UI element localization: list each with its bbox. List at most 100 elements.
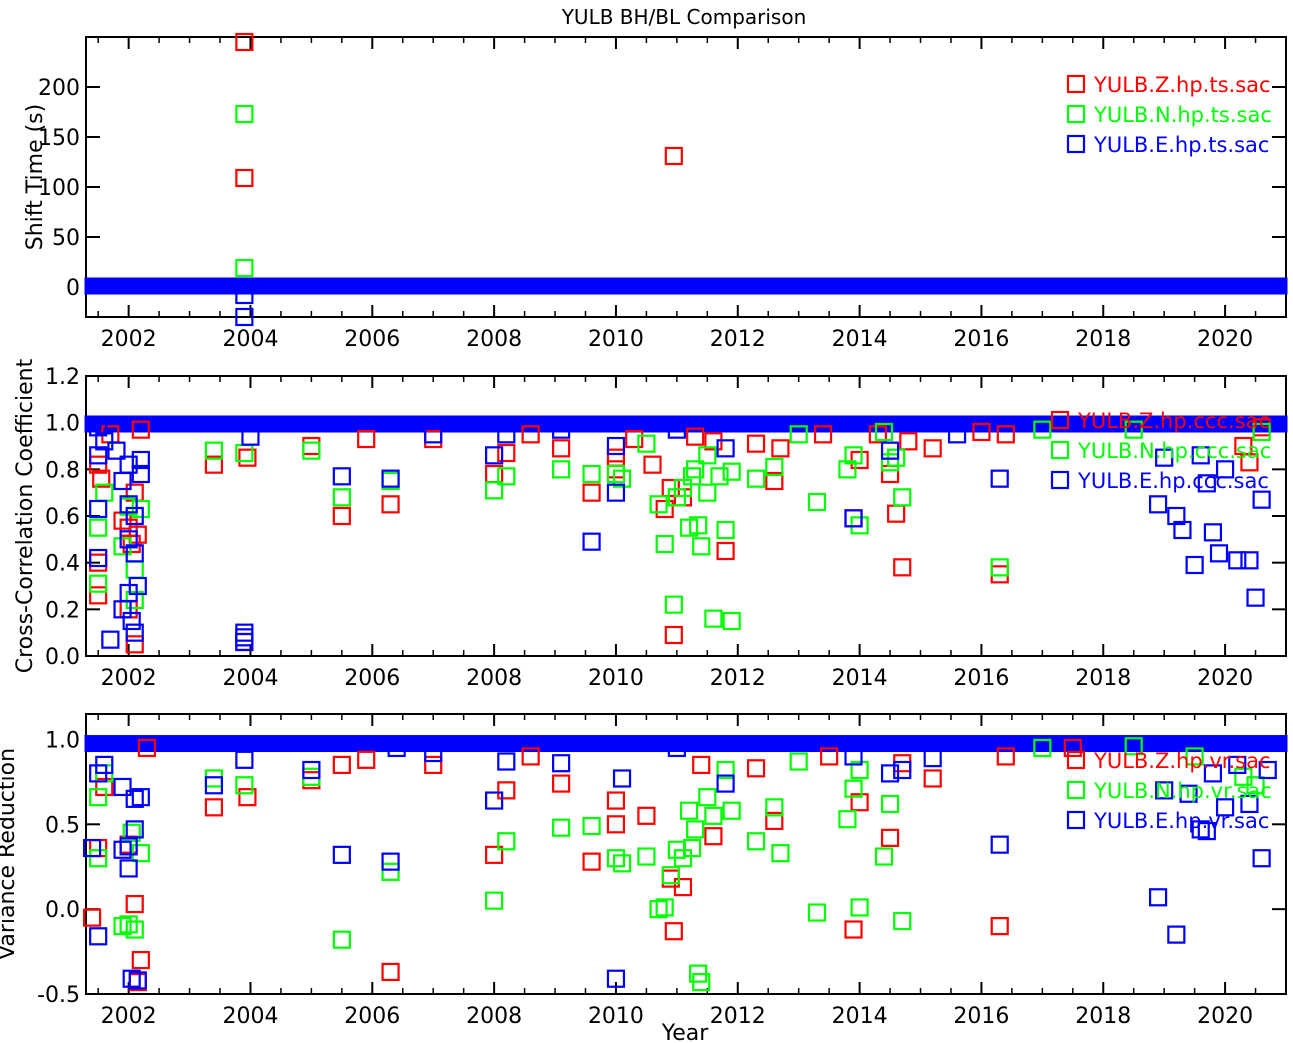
x-tick-label: 2012 [710,1004,766,1029]
data-point [686,460,705,479]
x-tick-label: 2016 [953,327,1009,352]
x-tick-label: 2006 [344,666,400,691]
data-point [381,469,400,488]
data-point [1155,781,1174,800]
data-point [89,418,108,437]
data-point [424,755,443,775]
data-point [771,439,790,458]
legend-marker [1066,810,1086,830]
data-point [880,764,900,783]
data-point [606,969,626,988]
legend-label: YULB.Z.hp.ts.sac [1093,73,1271,97]
data-point [119,455,138,474]
data-point [204,441,224,460]
series-1 [235,32,683,188]
data-point [637,806,656,825]
y-axis-title: Shift Time (s) [23,104,48,250]
data-point [381,495,400,514]
data-point [689,516,708,535]
data-point [302,760,321,780]
data-point [838,460,857,479]
legend-label: YULB.E.hp.vr.sac [1093,809,1269,833]
data-point [302,441,321,460]
data-point [643,455,662,474]
series-1 [82,738,1082,992]
data-point [485,446,504,465]
data-point [820,747,839,766]
data-point [1252,422,1271,442]
data-point [1209,544,1229,563]
data-point [235,168,254,188]
data-point [1228,551,1247,570]
data-point [679,518,699,537]
y-tick-label: 50 [52,226,80,251]
data-point [125,635,144,654]
x-tick-label: 2018 [1075,666,1131,691]
legend-label: YULB.Z.hp.vr.sac [1093,749,1271,773]
baseline-band-blue [86,280,1286,292]
data-point [582,532,601,551]
data-point [128,576,147,596]
data-point [131,450,150,470]
data-point [893,488,912,507]
data-point [1033,420,1052,439]
series-3 [235,285,254,327]
x-tick-label: 2008 [466,1004,522,1029]
data-point [722,801,741,820]
data-point [332,845,351,864]
data-point [765,798,784,817]
data-point [125,623,144,642]
data-point [387,738,406,758]
data-point [746,434,766,453]
data-point [716,541,735,561]
data-point [125,506,144,526]
x-tick-label: 2020 [1197,1004,1253,1029]
x-axis-title: Year [661,1021,710,1043]
legend-marker [1050,410,1070,430]
data-point [582,483,601,502]
x-tick-label: 2018 [1075,1004,1131,1029]
series-3 [82,738,1277,990]
data-point [89,927,108,946]
x-tick-label: 2008 [466,666,522,691]
plot-frame [85,36,1287,318]
data-point [686,820,705,839]
data-point [1148,888,1168,907]
y-tick-label: 0.4 [45,552,80,577]
data-point [655,898,674,917]
data-point [765,471,784,491]
data-point [128,525,147,544]
x-tick-label: 2010 [588,1004,644,1029]
data-point [698,483,717,502]
data-point [698,446,717,465]
data-point [868,425,887,444]
data-point [880,441,900,460]
data-point [1191,820,1210,839]
data-point [107,441,126,460]
data-point [485,791,504,810]
y-tick-label: -0.5 [37,983,80,1008]
data-point [893,911,912,931]
data-point [552,460,571,479]
data-point [661,866,680,885]
data-point [1033,738,1052,758]
data-point [899,432,918,451]
data-point [704,806,723,825]
data-point [686,427,705,446]
data-point [235,307,254,327]
x-tick-label: 2004 [222,666,278,691]
y-tick-label: 1.2 [45,365,80,390]
legend-marker [1050,440,1070,460]
data-point [682,838,702,858]
data-point [131,420,150,439]
data-point [844,920,863,939]
data-point [874,847,894,866]
data-point [1252,849,1271,868]
data-point [113,777,132,797]
data-point [82,908,102,927]
data-point [1167,925,1186,944]
data-point [765,811,784,831]
data-point [771,844,790,863]
data-point [606,791,626,810]
x-tick-label: 2012 [710,327,766,352]
